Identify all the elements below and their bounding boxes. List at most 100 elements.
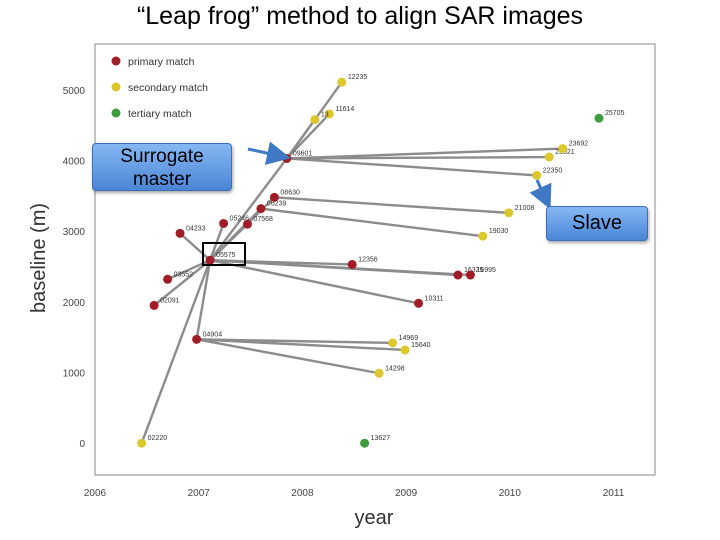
point-label: 14298 [385, 365, 405, 372]
link-line [209, 259, 419, 305]
y-tick-label: 5000 [63, 86, 86, 97]
legend-label: primary match [128, 56, 195, 68]
point-label: 07568 [253, 216, 273, 223]
data-point [414, 298, 424, 308]
data-point [205, 255, 215, 265]
x-tick-label: 2011 [603, 488, 625, 499]
slave-arrow [529, 179, 552, 210]
link-line [260, 207, 483, 238]
link-line [153, 259, 211, 307]
data-point [388, 338, 398, 348]
data-point [149, 300, 159, 310]
data-points: 02220 02091 03552 04233 04904 05575 05246 07568… [137, 74, 625, 448]
slave-callout: Slave [546, 206, 648, 241]
point-label: 04904 [203, 331, 223, 338]
data-point [324, 109, 334, 119]
data-point [453, 270, 463, 280]
y-tick-label: 4000 [63, 157, 86, 168]
legend: primary match secondary match tertiary mat… [111, 56, 208, 120]
link-line [274, 196, 509, 215]
point-label: 02220 [148, 435, 168, 442]
surrogate-master-callout: Surrogate master [92, 143, 232, 191]
data-point [242, 219, 252, 229]
x-axis-label: year [355, 507, 394, 529]
x-tick-label: 2010 [499, 488, 522, 499]
x-tick-label: 2006 [84, 488, 107, 499]
y-tick-label: 2000 [63, 298, 86, 309]
point-label: 06239 [267, 201, 287, 208]
data-point [360, 438, 370, 448]
link-line [196, 338, 380, 375]
point-label: 23021 [555, 149, 575, 156]
data-point [192, 334, 202, 344]
point-label: 16325 [464, 267, 484, 274]
data-point [400, 345, 410, 355]
surrogate-arrow [247, 141, 291, 165]
link-line [196, 338, 406, 352]
point-label: 10311 [425, 295, 444, 302]
y-axis-label: baseline (m) [28, 203, 50, 313]
point-label: 05575 [216, 252, 236, 259]
link-line [140, 259, 212, 444]
data-point [137, 438, 147, 448]
legend-marker [111, 108, 121, 118]
axis-ticks: 2006 2007 2008 2009 2010 2011 0 1000 2000 3000 400… [63, 86, 625, 499]
point-label: 03552 [174, 271, 194, 278]
point-label: 05246 [230, 215, 250, 222]
point-label: 14969 [399, 335, 419, 342]
link-line [286, 155, 550, 160]
point-label: 21008 [515, 205, 535, 212]
link-line [285, 113, 331, 160]
data-point [347, 259, 357, 269]
point-label: 16995 [476, 267, 496, 274]
point-label: 08630 [280, 189, 300, 196]
legend-label: tertiary match [128, 108, 192, 120]
x-tick-label: 2007 [188, 488, 211, 499]
data-point [175, 228, 185, 238]
x-tick-label: 2009 [395, 488, 418, 499]
link-line [179, 232, 211, 262]
y-tick-label: 0 [79, 439, 85, 450]
data-point [256, 204, 266, 214]
plot-area [94, 43, 656, 476]
legend-label: secondary match [128, 82, 208, 94]
data-point [558, 144, 568, 154]
data-point [337, 77, 347, 87]
point-label: 12356 [358, 256, 378, 263]
link-line [285, 118, 316, 160]
data-point [504, 208, 514, 218]
point-label: 11614 [335, 106, 354, 113]
data-point [163, 274, 173, 284]
y-tick-label: 1000 [63, 369, 86, 380]
legend-marker [111, 56, 121, 66]
data-point [465, 270, 475, 280]
x-tick-label: 2008 [291, 488, 314, 499]
link-line [195, 260, 212, 340]
point-label: 15640 [411, 342, 431, 349]
y-tick-label: 3000 [63, 227, 86, 238]
point-label: 25705 [605, 110, 625, 117]
surrogate-master-highlight-box [202, 242, 246, 266]
point-label: 02091 [160, 297, 180, 304]
legend-marker [111, 82, 121, 92]
slide-title: “Leap frog” method to align SAR images [136, 2, 584, 30]
data-point [310, 115, 320, 125]
link-line [208, 223, 225, 261]
data-point [594, 113, 604, 123]
point-label: 22350 [543, 167, 563, 174]
point-label: 19030 [489, 228, 509, 235]
point-label: 13627 [371, 435, 391, 442]
data-point [478, 231, 488, 241]
data-point [269, 192, 279, 202]
link-line [210, 259, 471, 277]
link-line [286, 147, 563, 160]
data-point [532, 170, 542, 180]
data-point [219, 218, 229, 228]
point-label: 12235 [348, 74, 368, 81]
point-label: 13 [321, 112, 329, 119]
data-point [544, 152, 554, 162]
data-point [374, 368, 384, 378]
point-label: 09601 [293, 150, 313, 157]
point-label: 23692 [569, 141, 589, 148]
